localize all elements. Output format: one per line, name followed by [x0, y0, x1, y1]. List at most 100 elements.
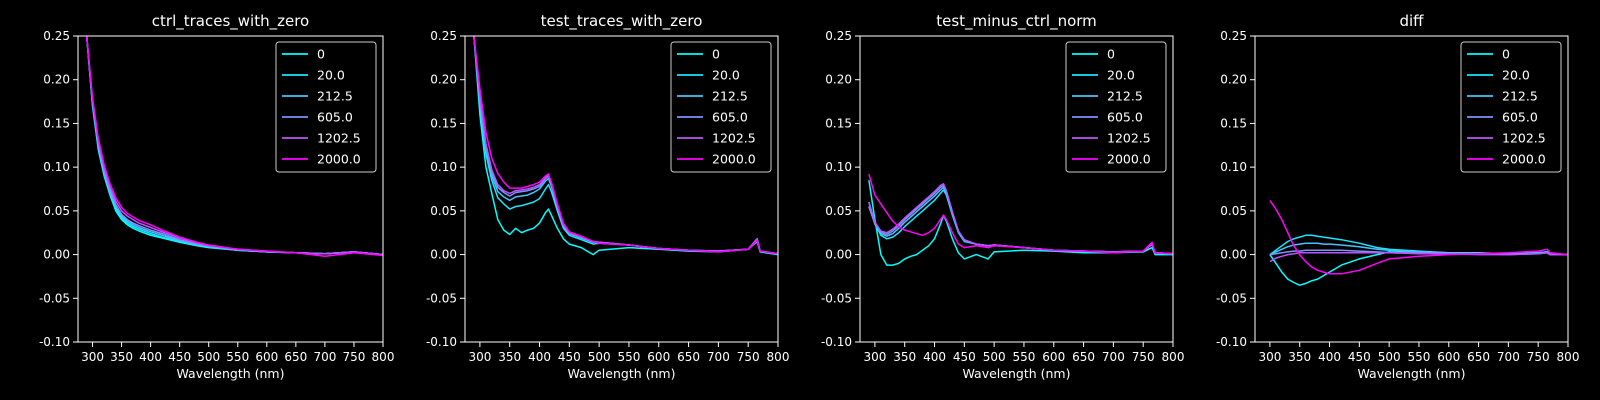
x-tick-label: 500: [588, 350, 611, 364]
x-tick-label: 700: [707, 350, 730, 364]
x-tick-label: 450: [558, 350, 581, 364]
x-tick-label: 700: [1497, 350, 1520, 364]
legend-label: 605.0: [317, 110, 353, 125]
series-lines: [473, 36, 778, 256]
legend: 0 20.0 212.5 605.0 1202.5 2000.0: [670, 41, 772, 173]
y-tick-label: 0.20: [43, 73, 70, 87]
plot-frame: [464, 35, 779, 343]
y-tick-label: 0.20: [1220, 73, 1247, 87]
x-tick-label: 650: [284, 350, 307, 364]
legend-label: 212.5: [317, 89, 353, 104]
y-tick-label: 0.05: [1220, 204, 1247, 218]
y-tick-label: 0.05: [430, 204, 457, 218]
y-tick-label: 0.00: [825, 248, 852, 262]
y-tick-label: 0.00: [430, 248, 457, 262]
x-tick-label: 450: [168, 350, 191, 364]
x-tick-label: 300: [468, 350, 491, 364]
x-tick-label: 450: [953, 350, 976, 364]
series-lines: [868, 173, 1173, 266]
legend-label: 1202.5: [317, 131, 361, 146]
y-tick-label: 0.20: [430, 73, 457, 87]
y-tick-label: 0.25: [825, 29, 852, 43]
legend-label: 0: [1502, 47, 1510, 62]
chart-panel-1: ctrl_traces_with_zero 300 350 400 450 500 550 6…: [39, 12, 395, 381]
legend-label: 2000.0: [1502, 152, 1546, 167]
x-tick-label: 600: [1437, 350, 1460, 364]
legend-label: 2000.0: [712, 152, 756, 167]
y-tick-label: -0.10: [1216, 335, 1247, 349]
legend-label: 2000.0: [317, 152, 361, 167]
x-tick-label: 450: [1348, 350, 1371, 364]
x-tick-label: 350: [1288, 350, 1311, 364]
y-tick-label: -0.10: [39, 335, 70, 349]
plot-frame: [859, 35, 1174, 343]
chart-title: diff: [1399, 12, 1424, 30]
y-tick-label: 0.20: [825, 73, 852, 87]
legend: 0 20.0 212.5 605.0 1202.5 2000.0: [275, 41, 377, 173]
x-tick-label: 300: [863, 350, 886, 364]
y-tick-label: -0.10: [426, 335, 457, 349]
x-tick-label: 500: [1378, 350, 1401, 364]
legend-label: 1202.5: [1107, 131, 1151, 146]
plot-frame: [1254, 35, 1569, 343]
series-line-2000.0: [1269, 199, 1568, 275]
legend-label: 1202.5: [712, 131, 756, 146]
y-tick-label: 0.10: [825, 160, 852, 174]
series-line-212.5: [868, 186, 1173, 255]
series-line-2000.0: [868, 173, 1173, 255]
series-line-605.0: [868, 184, 1173, 255]
x-axis-label: Wavelength (nm): [177, 366, 285, 381]
x-tick-label: 300: [81, 350, 104, 364]
y-tick-label: 0.00: [1220, 248, 1247, 262]
x-tick-label: 800: [372, 350, 395, 364]
x-tick-label: 550: [1012, 350, 1035, 364]
chart-title: test_minus_ctrl_norm: [936, 12, 1097, 31]
legend-label: 2000.0: [1107, 152, 1151, 167]
series-line-2000.0: [473, 36, 778, 255]
legend-label: 212.5: [1502, 89, 1538, 104]
legend: 0 20.0 212.5 605.0 1202.5 2000.0: [1460, 41, 1562, 173]
x-tick-label: 550: [1407, 350, 1430, 364]
x-tick-label: 500: [983, 350, 1006, 364]
x-tick-label: 350: [893, 350, 916, 364]
chart-panel-2: test_traces_with_zero 300 350 400 450 500 550 6…: [426, 12, 790, 381]
x-tick-label: 800: [1162, 350, 1185, 364]
legend-label: 0: [712, 47, 720, 62]
x-tick-label: 800: [767, 350, 790, 364]
series-line-212.5: [1269, 242, 1568, 256]
x-tick-label: 400: [139, 350, 162, 364]
y-tick-label: -0.05: [39, 291, 70, 305]
x-tick-label: 650: [1467, 350, 1490, 364]
x-tick-label: 300: [1258, 350, 1281, 364]
series-lines: [85, 36, 383, 258]
y-tick-label: 0.00: [43, 248, 70, 262]
legend-label: 0: [1107, 47, 1115, 62]
x-tick-label: 750: [1527, 350, 1550, 364]
legend-label: 212.5: [712, 89, 748, 104]
x-tick-label: 650: [677, 350, 700, 364]
x-tick-label: 700: [1102, 350, 1125, 364]
y-tick-label: 0.15: [825, 116, 852, 130]
y-tick-label: -0.05: [1216, 291, 1247, 305]
legend-label: 605.0: [1502, 110, 1538, 125]
x-tick-label: 750: [342, 350, 365, 364]
x-tick-label: 700: [313, 350, 336, 364]
x-tick-label: 750: [1132, 350, 1155, 364]
y-tick-label: -0.05: [426, 291, 457, 305]
legend-label: 20.0: [1107, 68, 1135, 83]
y-tick-label: 0.10: [43, 160, 70, 174]
x-tick-label: 500: [197, 350, 220, 364]
legend-label: 605.0: [1107, 110, 1143, 125]
x-axis-label: Wavelength (nm): [1358, 366, 1466, 381]
y-tick-label: 0.05: [43, 204, 70, 218]
series-line-20.0: [868, 189, 1173, 255]
y-tick-label: 0.10: [430, 160, 457, 174]
x-tick-label: 600: [1042, 350, 1065, 364]
x-tick-label: 350: [110, 350, 133, 364]
legend: 0 20.0 212.5 605.0 1202.5 2000.0: [1065, 41, 1167, 173]
x-tick-label: 600: [647, 350, 670, 364]
legend-label: 1202.5: [1502, 131, 1546, 146]
x-tick-label: 350: [498, 350, 521, 364]
chart-title: test_traces_with_zero: [541, 12, 703, 31]
chart-panel-3: test_minus_ctrl_norm 300 350 400 450 500 550 60…: [821, 12, 1185, 381]
